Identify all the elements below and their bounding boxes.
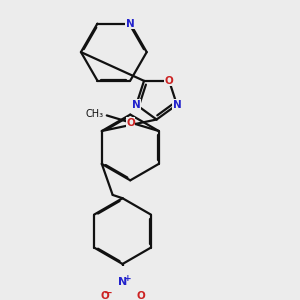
Text: N: N xyxy=(126,19,135,28)
Text: CH₃: CH₃ xyxy=(85,109,103,119)
Text: N: N xyxy=(118,277,127,287)
Text: −: − xyxy=(104,288,113,298)
Text: O: O xyxy=(136,291,145,300)
Text: O: O xyxy=(165,76,173,86)
Text: O: O xyxy=(100,291,109,300)
Text: +: + xyxy=(124,274,131,283)
Text: N: N xyxy=(132,100,141,110)
Text: O: O xyxy=(126,118,135,128)
Text: N: N xyxy=(172,100,181,110)
